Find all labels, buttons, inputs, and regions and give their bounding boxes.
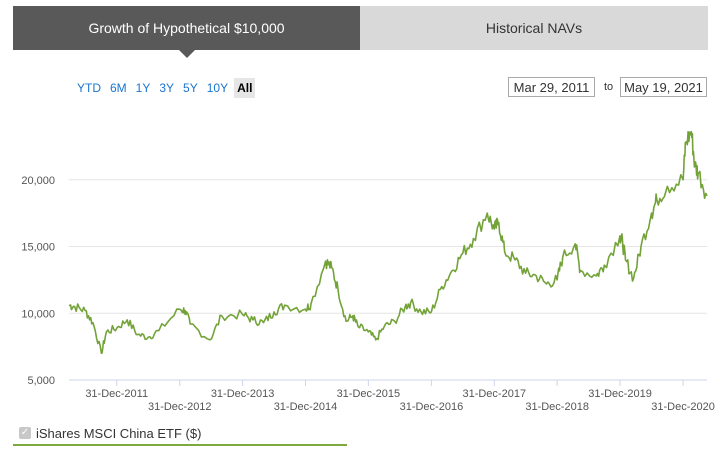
- range-selector: YTD 6M 1Y 3Y 5Y 10Y All: [74, 78, 258, 98]
- chart-tabs: Growth of Hypothetical $10,000 Historica…: [13, 6, 708, 58]
- x-tick-label: 31-Dec-2019: [588, 388, 652, 400]
- legend-checkbox-icon[interactable]: ✓: [19, 427, 31, 439]
- range-button-all[interactable]: All: [234, 78, 256, 98]
- range-button-1y[interactable]: 1Y: [135, 81, 151, 95]
- range-button-10y[interactable]: 10Y: [206, 81, 229, 95]
- date-from-input[interactable]: Mar 29, 2011: [508, 77, 595, 97]
- date-to-input[interactable]: May 19, 2021: [620, 77, 707, 97]
- x-tick-label: 31-Dec-2016: [400, 401, 464, 413]
- y-tick-label: 5,000: [27, 375, 55, 387]
- x-tick-label: 31-Dec-2018: [525, 401, 589, 413]
- range-button-6m[interactable]: 6M: [110, 81, 127, 95]
- x-tick-label: 31-Dec-2013: [211, 388, 275, 400]
- x-tick-label: 31-Dec-2014: [274, 401, 338, 413]
- x-tick-label: 31-Dec-2017: [462, 388, 526, 400]
- legend[interactable]: ✓ iShares MSCI China ETF ($): [13, 422, 347, 446]
- y-tick-label: 10,000: [21, 308, 55, 320]
- x-tick-label: 31-Dec-2011: [85, 388, 148, 400]
- legend-label: iShares MSCI China ETF ($): [36, 425, 202, 441]
- range-button-ytd[interactable]: YTD: [77, 81, 101, 95]
- y-tick-label: 15,000: [21, 242, 55, 254]
- y-tick-label: 20,000: [21, 175, 55, 187]
- tab-growth-of-hypothetical[interactable]: Growth of Hypothetical $10,000: [13, 6, 360, 58]
- range-button-5y[interactable]: 5Y: [183, 81, 198, 95]
- x-tick-label: 31-Dec-2015: [337, 388, 401, 400]
- x-tick-label: 31-Dec-2012: [148, 401, 212, 413]
- x-tick-label: 31-Dec-2020: [651, 401, 715, 413]
- tab-historical-navs[interactable]: Historical NAVs: [360, 6, 708, 50]
- range-button-3y[interactable]: 3Y: [159, 81, 175, 95]
- date-to-label: to: [604, 81, 614, 93]
- series-line-ishares-msci-china: [68, 130, 708, 355]
